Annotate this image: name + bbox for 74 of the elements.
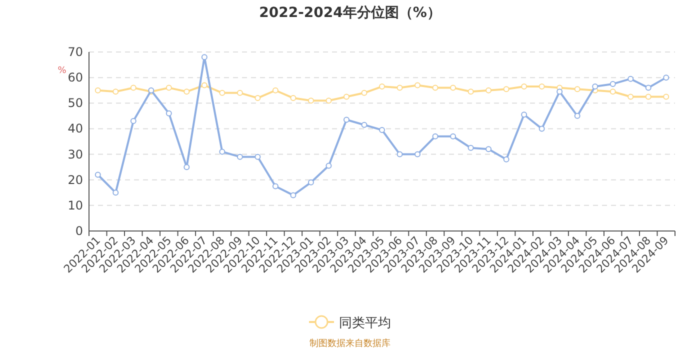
point bbox=[236, 154, 243, 160]
point bbox=[556, 88, 563, 95]
point bbox=[379, 84, 385, 90]
point bbox=[610, 88, 616, 95]
text: 制图数据来自数据库 bbox=[310, 338, 390, 349]
point bbox=[414, 82, 421, 88]
point bbox=[290, 192, 296, 198]
point bbox=[184, 164, 190, 170]
point bbox=[343, 94, 350, 100]
point bbox=[396, 84, 403, 91]
point bbox=[486, 146, 492, 152]
point bbox=[94, 172, 101, 178]
point bbox=[628, 76, 634, 82]
y-tick-label: 20 bbox=[68, 172, 83, 187]
point bbox=[254, 154, 261, 160]
point bbox=[326, 98, 332, 104]
point bbox=[574, 112, 580, 119]
point bbox=[219, 90, 226, 96]
point bbox=[486, 87, 492, 94]
y-tick-label: 30 bbox=[68, 147, 83, 162]
point bbox=[94, 87, 101, 94]
point bbox=[645, 84, 652, 91]
point bbox=[112, 190, 119, 196]
point bbox=[450, 133, 456, 140]
point bbox=[130, 118, 136, 124]
y-tick-label: 40 bbox=[68, 122, 83, 136]
point bbox=[166, 84, 172, 91]
point bbox=[130, 84, 136, 91]
point bbox=[201, 82, 208, 88]
point bbox=[538, 84, 545, 90]
point bbox=[414, 151, 421, 158]
point bbox=[254, 95, 261, 102]
point bbox=[236, 90, 243, 96]
point bbox=[308, 179, 314, 186]
y-tick-label: 60 bbox=[68, 70, 83, 85]
point bbox=[663, 74, 670, 81]
point bbox=[521, 84, 528, 90]
point bbox=[184, 88, 190, 95]
point bbox=[290, 95, 296, 102]
point bbox=[503, 86, 510, 92]
y-tick-label: 50 bbox=[68, 96, 83, 110]
chart-title: 2022-2024年分位图（%） bbox=[259, 5, 441, 21]
point bbox=[361, 90, 368, 96]
point bbox=[521, 112, 528, 118]
point bbox=[432, 84, 438, 91]
point bbox=[645, 94, 652, 100]
point bbox=[628, 94, 634, 100]
y-tick-label: 0 bbox=[75, 224, 83, 238]
point bbox=[112, 88, 119, 95]
point bbox=[468, 144, 474, 151]
point bbox=[592, 84, 598, 90]
point bbox=[308, 98, 314, 104]
point bbox=[326, 162, 332, 169]
point bbox=[272, 183, 278, 190]
point bbox=[166, 110, 172, 116]
y-axis-title: % bbox=[58, 66, 67, 76]
point bbox=[468, 88, 474, 95]
point bbox=[361, 122, 368, 128]
y-tick-label: 70 bbox=[68, 45, 83, 59]
point bbox=[379, 126, 385, 133]
point bbox=[432, 133, 438, 140]
point bbox=[574, 86, 580, 92]
point bbox=[610, 80, 616, 87]
point bbox=[503, 156, 510, 162]
point bbox=[663, 94, 670, 100]
y-tick-label: 10 bbox=[68, 198, 83, 212]
point bbox=[538, 126, 545, 132]
point bbox=[201, 54, 208, 60]
legend-label: 同类平均 bbox=[339, 316, 391, 331]
point bbox=[450, 84, 456, 91]
point bbox=[396, 151, 403, 158]
point bbox=[219, 148, 226, 155]
point bbox=[272, 87, 278, 94]
point bbox=[343, 116, 350, 123]
